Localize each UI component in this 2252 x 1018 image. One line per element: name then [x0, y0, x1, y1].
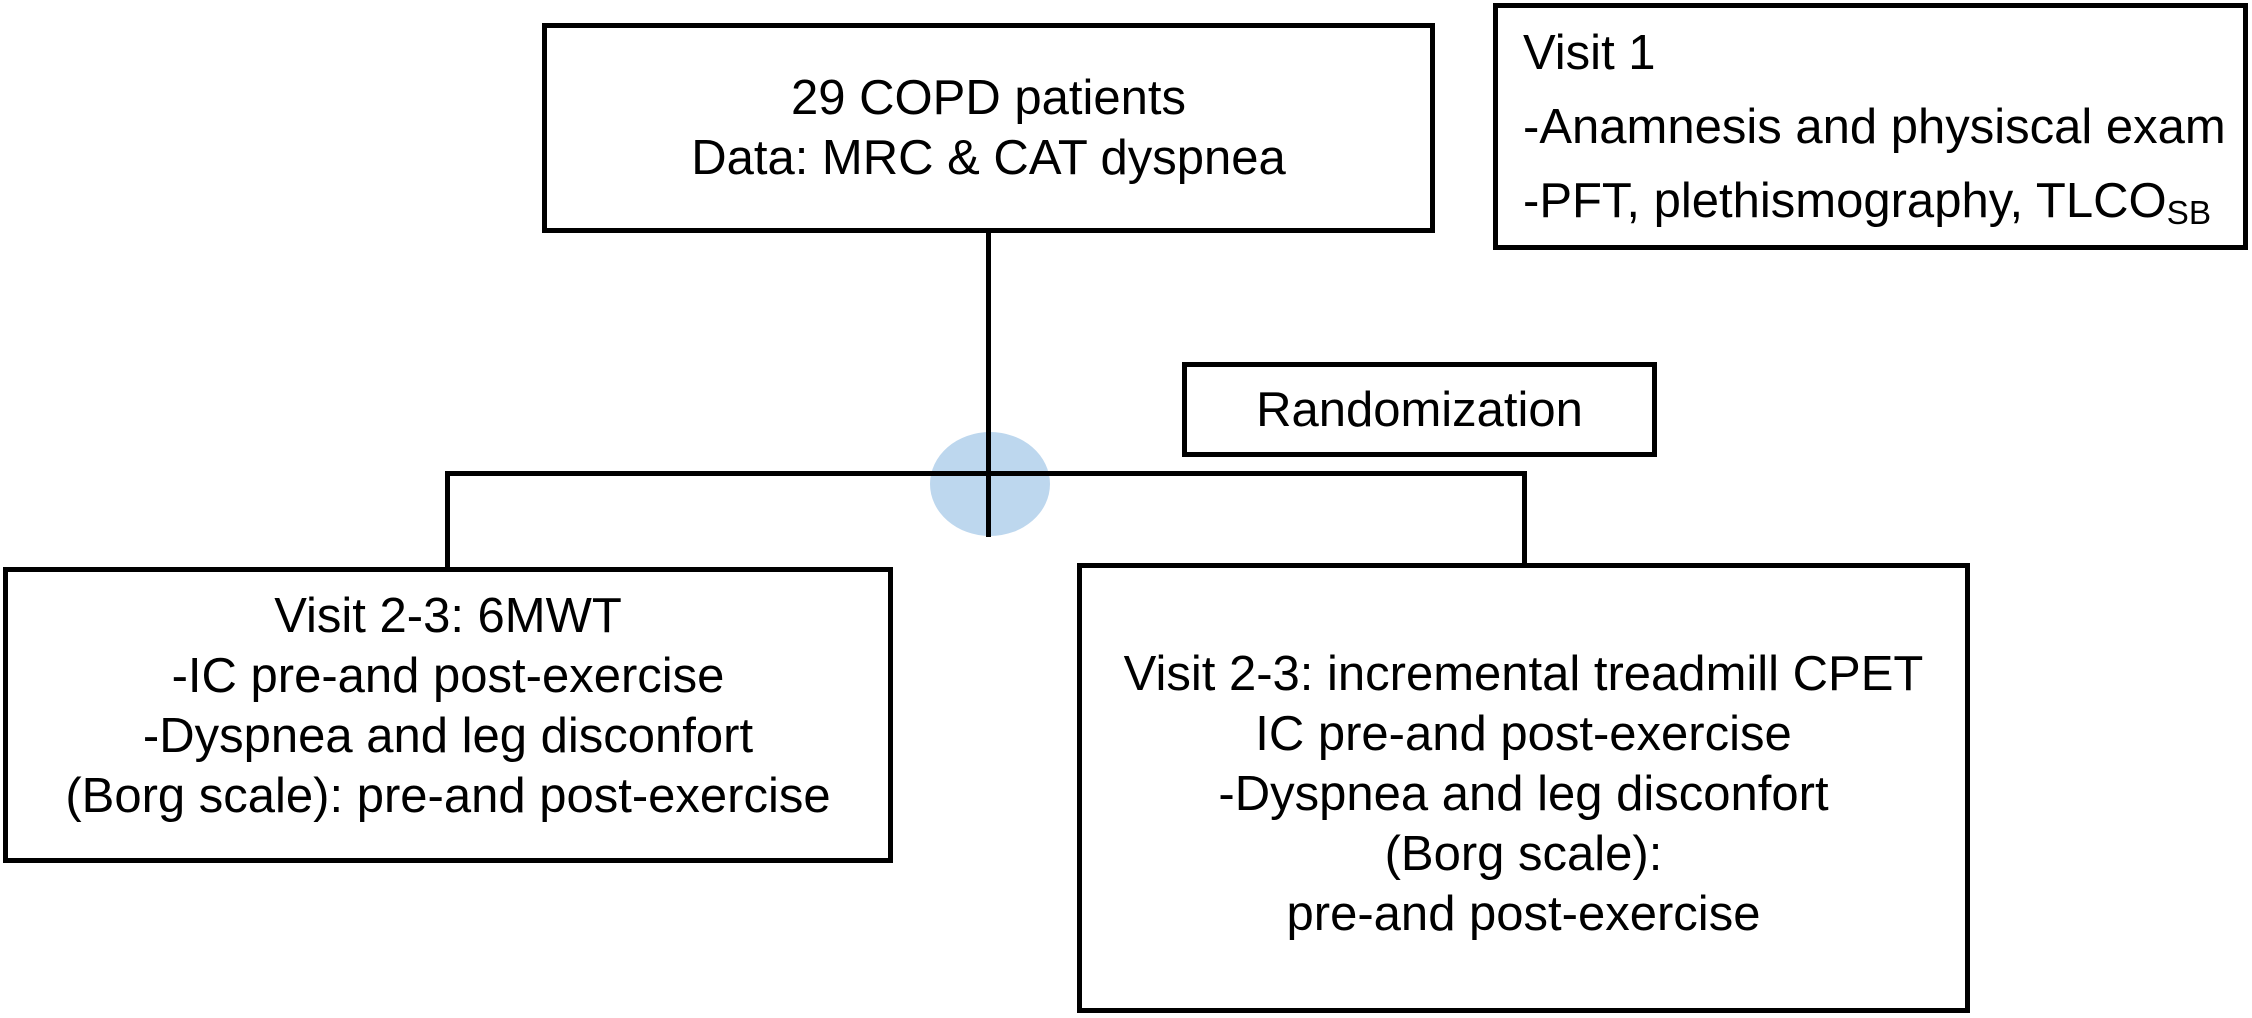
connector-main-vertical-line: [986, 233, 991, 537]
walk-test-box-line: -IC pre-and post-exercise: [171, 649, 725, 703]
cpet-box-line: -Dyspnea and leg disconfort: [1218, 767, 1829, 821]
visit1-pft-text: -PFT, plethismography, TLCO: [1523, 173, 2167, 228]
cpet-box: Visit 2-3: incremental treadmill CPET IC…: [1077, 563, 1970, 1013]
visit1-box-line: -Anamnesis and physiscal exam: [1523, 99, 2226, 154]
patients-box: 29 COPD patients Data: MRC & CAT dyspnea: [542, 23, 1435, 233]
cpet-box-line: IC pre-and post-exercise: [1255, 707, 1792, 761]
cpet-box-line: pre-and post-exercise: [1286, 887, 1761, 941]
visit1-box: Visit 1 -Anamnesis and physiscal exam -P…: [1493, 3, 2248, 250]
walk-test-box: Visit 2-3: 6MWT -IC pre-and post-exercis…: [3, 567, 893, 863]
randomization-label: Randomization: [1256, 382, 1583, 437]
walk-test-box-line: (Borg scale): pre-and post-exercise: [65, 769, 831, 823]
walk-test-box-line: Visit 2-3: 6MWT: [274, 589, 622, 643]
patients-box-line: 29 COPD patients: [791, 71, 1186, 125]
visit1-box-line: Visit 1: [1523, 25, 1656, 80]
cpet-box-line: Visit 2-3: incremental treadmill CPET: [1123, 647, 1924, 701]
visit1-tlco-subscript: SB: [2166, 194, 2212, 232]
patients-box-line: Data: MRC & CAT dyspnea: [691, 131, 1286, 185]
cpet-box-line: (Borg scale):: [1384, 827, 1663, 881]
connector-right-branch-line: [1522, 471, 1527, 563]
randomization-box: Randomization: [1182, 362, 1657, 457]
walk-test-box-line: -Dyspnea and leg disconfort: [142, 709, 754, 763]
connector-left-branch-line: [445, 471, 450, 567]
connector-branch-horizontal-line: [445, 471, 1527, 476]
visit1-box-line: -PFT, plethismography, TLCOSB: [1523, 164, 2211, 238]
